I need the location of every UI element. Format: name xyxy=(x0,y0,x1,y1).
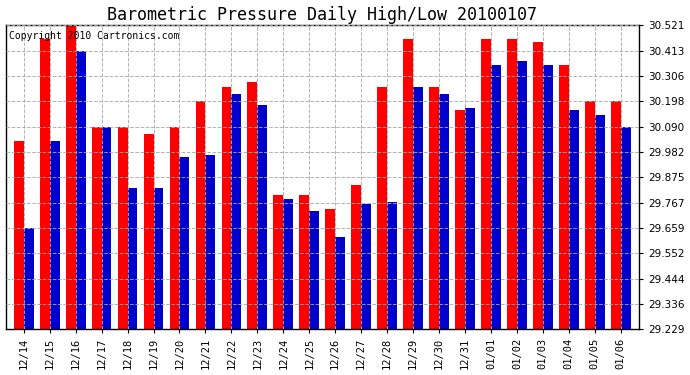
Text: Copyright 2010 Cartronics.com: Copyright 2010 Cartronics.com xyxy=(9,31,179,41)
Bar xyxy=(128,188,137,329)
Bar xyxy=(569,110,579,329)
Bar xyxy=(439,94,449,329)
Bar xyxy=(585,100,595,329)
Bar xyxy=(170,126,179,329)
Bar xyxy=(23,228,34,329)
Bar xyxy=(231,94,241,329)
Bar xyxy=(76,51,86,329)
Bar xyxy=(491,65,501,329)
Bar xyxy=(248,82,257,329)
Bar xyxy=(559,65,569,329)
Bar xyxy=(455,110,465,329)
Bar xyxy=(326,209,335,329)
Bar xyxy=(221,87,231,329)
Bar xyxy=(481,39,491,329)
Bar xyxy=(14,141,23,329)
Bar xyxy=(40,39,50,329)
Bar xyxy=(92,126,101,329)
Bar xyxy=(351,185,361,329)
Bar xyxy=(611,100,621,329)
Bar xyxy=(335,237,345,329)
Bar xyxy=(299,195,309,329)
Bar xyxy=(621,126,631,329)
Bar xyxy=(206,155,215,329)
Bar xyxy=(361,204,371,329)
Bar xyxy=(517,61,526,329)
Bar xyxy=(50,141,59,329)
Bar xyxy=(66,25,76,329)
Bar xyxy=(179,157,189,329)
Bar xyxy=(284,200,293,329)
Bar xyxy=(101,126,112,329)
Bar xyxy=(309,211,319,329)
Bar xyxy=(153,188,164,329)
Bar xyxy=(429,87,439,329)
Bar xyxy=(257,105,267,329)
Bar xyxy=(118,126,128,329)
Bar xyxy=(144,134,153,329)
Bar xyxy=(377,87,387,329)
Bar xyxy=(465,108,475,329)
Bar xyxy=(595,115,604,329)
Bar xyxy=(387,202,397,329)
Bar xyxy=(543,65,553,329)
Title: Barometric Pressure Daily High/Low 20100107: Barometric Pressure Daily High/Low 20100… xyxy=(107,6,538,24)
Bar xyxy=(507,39,517,329)
Bar xyxy=(403,39,413,329)
Bar xyxy=(195,100,206,329)
Bar xyxy=(533,42,543,329)
Bar xyxy=(413,87,423,329)
Bar xyxy=(273,195,284,329)
